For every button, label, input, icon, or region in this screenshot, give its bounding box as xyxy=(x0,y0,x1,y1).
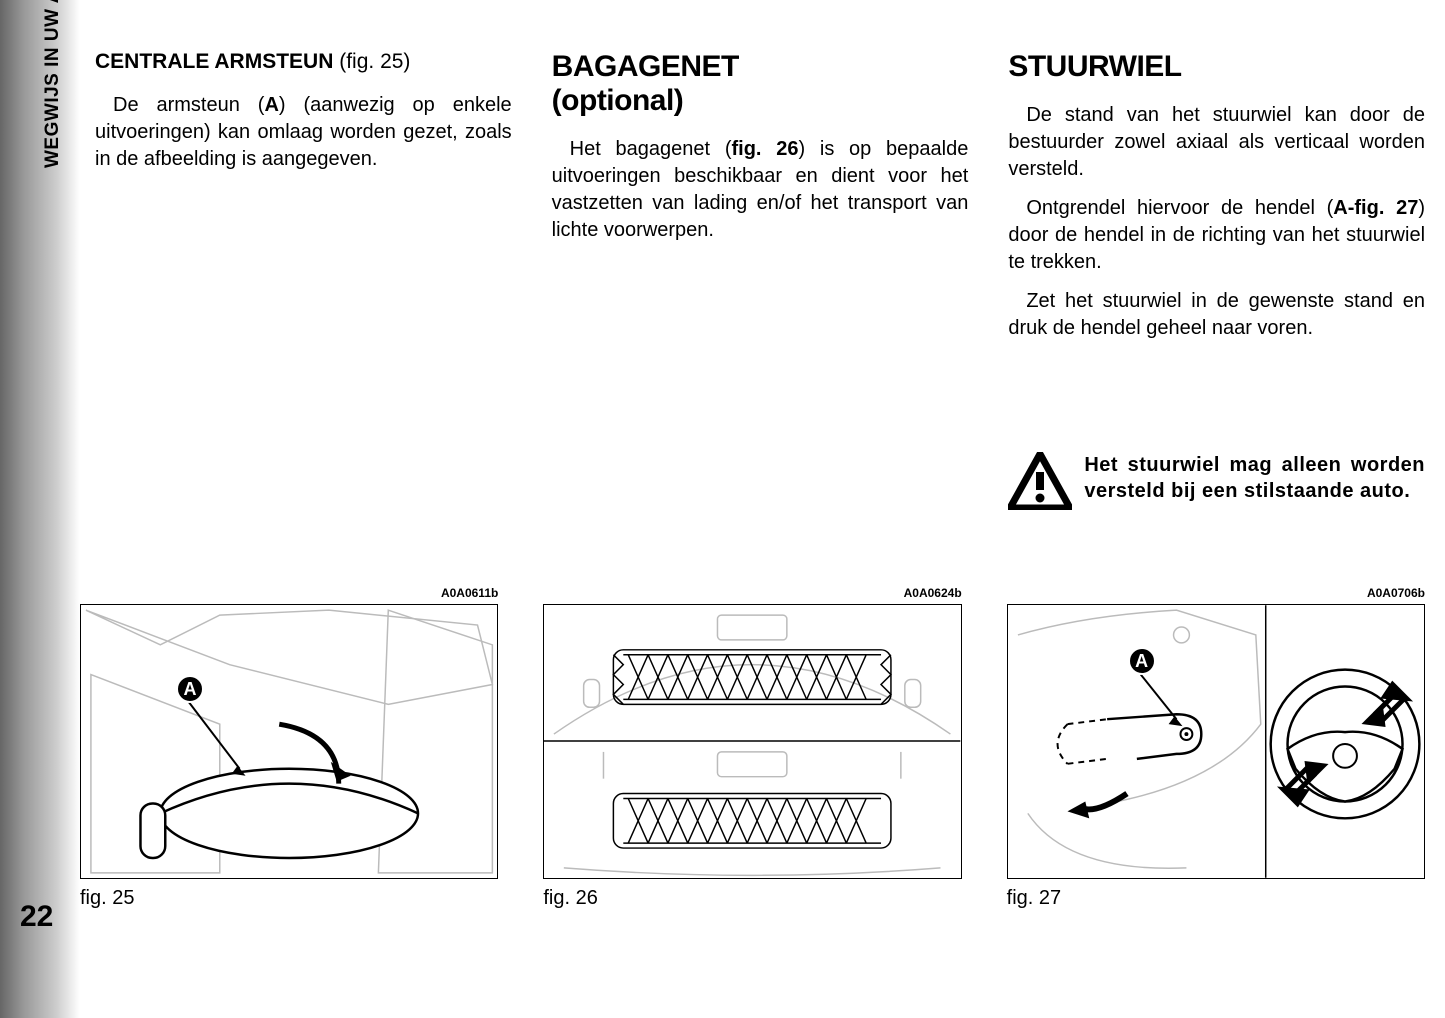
col3-heading: STUURWIEL xyxy=(1008,50,1425,84)
col1-heading-bold: CENTRALE ARMSTEUN xyxy=(95,50,333,73)
fig25-caption: fig. 25 xyxy=(80,887,498,910)
column-3: STUURWIEL De stand van het stuurwiel kan… xyxy=(1008,50,1425,510)
figure-25: A0A0611b A fig. 25 xyxy=(80,604,498,910)
net-top xyxy=(614,650,892,705)
warning-box: Het stuurwiel mag alleen worden versteld… xyxy=(1008,452,1425,510)
col1-heading-light: (fig. 25) xyxy=(339,50,410,73)
fig27-code: A0A0706b xyxy=(1367,586,1425,600)
col2-p1: Het bagagenet (fig. 26) is op bepaalde u… xyxy=(552,136,969,244)
fig25-svg xyxy=(81,605,497,878)
fig26-code: A0A0624b xyxy=(904,586,962,600)
figures-row: A0A0611b A fig. 25 A0A0624b xyxy=(80,604,1425,910)
col3-p1: De stand van het stuurwiel kan door de b… xyxy=(1008,102,1425,183)
column-1: CENTRALE ARMSTEUN (fig. 25) De armsteun … xyxy=(95,50,512,510)
col2-heading: BAGAGENET (optional) xyxy=(552,50,969,118)
fig25-callout: A xyxy=(176,675,204,703)
col3-p2: Ontgrendel hiervoor de hendel (A-fig. 27… xyxy=(1008,195,1425,276)
fig27-callout: A xyxy=(1128,647,1156,675)
fig27-caption: fig. 27 xyxy=(1007,887,1425,910)
side-title: WEGWIJS IN UW AUTO xyxy=(42,0,64,168)
col1-heading: CENTRALE ARMSTEUN (fig. 25) xyxy=(95,50,512,74)
columns: CENTRALE ARMSTEUN (fig. 25) De armsteun … xyxy=(95,50,1425,510)
warning-text: Het stuurwiel mag alleen worden versteld… xyxy=(1084,452,1425,504)
fig25-code: A0A0611b xyxy=(441,586,498,600)
figure-26: A0A0624b xyxy=(543,604,961,910)
fig27-svg xyxy=(1008,605,1424,878)
page-number: 22 xyxy=(20,900,53,934)
content-area: CENTRALE ARMSTEUN (fig. 25) De armsteun … xyxy=(95,50,1425,510)
col3-p3: Zet het stuurwiel in de gewenste stand e… xyxy=(1008,288,1425,342)
col1-p1: De armsteun (A) (aanwezig op enkele uitv… xyxy=(95,92,512,173)
net-bottom xyxy=(614,794,892,849)
fig26-svg xyxy=(544,605,960,878)
figure-27: A0A0706b xyxy=(1007,604,1425,910)
warning-icon xyxy=(1008,452,1072,510)
fig26-caption: fig. 26 xyxy=(543,887,961,910)
fig27-image: A xyxy=(1007,604,1425,879)
fig25-image: A xyxy=(80,604,498,879)
column-2: BAGAGENET (optional) Het bagagenet (fig.… xyxy=(552,50,969,510)
fig26-image xyxy=(543,604,961,879)
side-gradient xyxy=(0,0,80,1018)
